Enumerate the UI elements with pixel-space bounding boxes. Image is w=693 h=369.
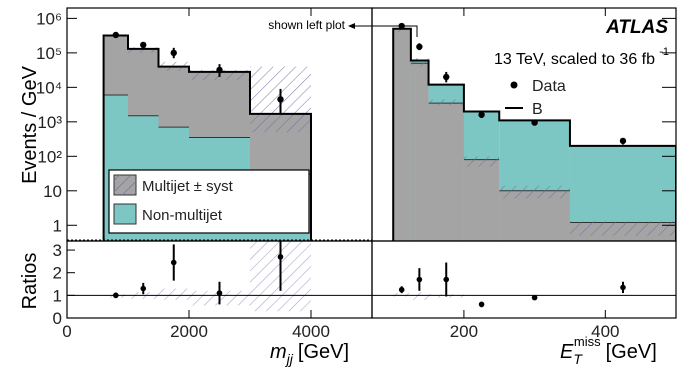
y-axis-title: Events / GeV	[19, 65, 41, 183]
ratio-syst-band	[410, 291, 429, 300]
bar-multijet	[410, 63, 429, 241]
right-panel: 200 400	[371, 7, 677, 341]
legend-data-marker	[510, 81, 518, 89]
lumi-superscript: -1	[659, 46, 669, 58]
bar-multijet	[393, 28, 411, 241]
ratio-tick-label: 3	[53, 241, 62, 260]
y-tick-label: 10⁵	[36, 44, 62, 63]
syst-band	[569, 221, 676, 236]
legend-label-data: Data	[532, 78, 566, 95]
ratio-tick-label: 2	[53, 264, 62, 283]
x-tick-label: 200	[450, 322, 478, 341]
data-point	[277, 96, 284, 103]
shown-left-arrowhead	[348, 23, 355, 29]
ratio-point	[170, 259, 177, 266]
data-point	[416, 43, 423, 50]
x-tick-label: 2000	[170, 322, 208, 341]
legend-box	[108, 169, 310, 234]
x-title-sup: miss	[574, 334, 601, 349]
bar-multijet	[428, 103, 464, 241]
data-point	[478, 111, 485, 118]
x-tick-label: 400	[591, 322, 619, 341]
x-title-unit: [GeV]	[298, 341, 349, 363]
ratio-point	[478, 301, 485, 308]
y-tick-label: 10	[43, 182, 62, 201]
ratio-point	[140, 285, 147, 292]
left-x-axis-title: mjj [GeV]	[270, 341, 349, 367]
x-title-sub: jj	[285, 351, 294, 367]
ratio-point	[416, 276, 423, 283]
legend-label-multijet: Multijet ± syst	[142, 178, 234, 195]
data-point	[216, 66, 223, 74]
syst-band	[128, 47, 159, 53]
data-point	[140, 41, 147, 49]
left-ratio-frame	[66, 240, 373, 319]
data-point	[170, 49, 177, 57]
legend-swatch-hatch	[114, 175, 136, 195]
x-tick-label: 4000	[292, 322, 330, 341]
right-x-axis-title: ETmiss [GeV]	[560, 334, 657, 367]
data-point	[112, 31, 120, 39]
y-tick-label: 10³	[37, 113, 62, 132]
syst-band	[463, 156, 500, 167]
background-total-line	[392, 27, 676, 241]
y-tick-label: 10⁶	[36, 9, 62, 28]
y-tick-label: 10²	[37, 147, 62, 166]
background-total-line	[102, 34, 312, 241]
ratio-point	[216, 290, 223, 296]
x-title-main: m	[270, 341, 287, 363]
atlas-label: ATLAS	[605, 17, 668, 38]
data-point	[619, 137, 627, 145]
ratio-syst-band	[393, 293, 411, 297]
syst-band	[428, 99, 464, 106]
x-title-main: E	[560, 341, 574, 363]
ratio-tick-label: 1	[53, 286, 62, 305]
legend-swatch-nonmultijet	[113, 203, 137, 225]
y-tick-label: 10⁴	[36, 78, 62, 97]
ratio-point	[531, 294, 538, 301]
ratio-tick-label: 0	[53, 309, 62, 328]
ratio-syst-band	[158, 288, 189, 300]
ratio-point	[620, 284, 626, 291]
x-title-sub: T	[573, 351, 583, 367]
ratio-point	[113, 292, 119, 299]
syst-band	[410, 58, 429, 67]
x-tick-label: 0	[62, 322, 71, 341]
shown-left-arrow	[352, 25, 418, 37]
ratio-point	[443, 276, 450, 283]
bar-multijet	[499, 190, 570, 241]
shown-left-plot-label: shown left plot	[268, 18, 345, 32]
legend-label-nonmultijet: Non-multijet	[142, 207, 223, 224]
x-title-unit: [GeV]	[606, 341, 657, 363]
data-point	[443, 73, 450, 81]
y-tick-label: 1	[53, 216, 62, 235]
ratio-axis-title: Ratios	[19, 253, 41, 310]
right-main-area	[392, 22, 676, 241]
right-ratio-frame	[371, 240, 677, 319]
bar-multijet	[463, 159, 500, 241]
legend-label-b: B	[532, 101, 543, 118]
data-point	[531, 119, 538, 126]
energy-lumi-label: 13 TeV, scaled to 36 fb	[494, 51, 655, 68]
ratio-point	[277, 254, 284, 260]
ratio-point	[398, 286, 405, 293]
syst-band	[499, 185, 570, 199]
